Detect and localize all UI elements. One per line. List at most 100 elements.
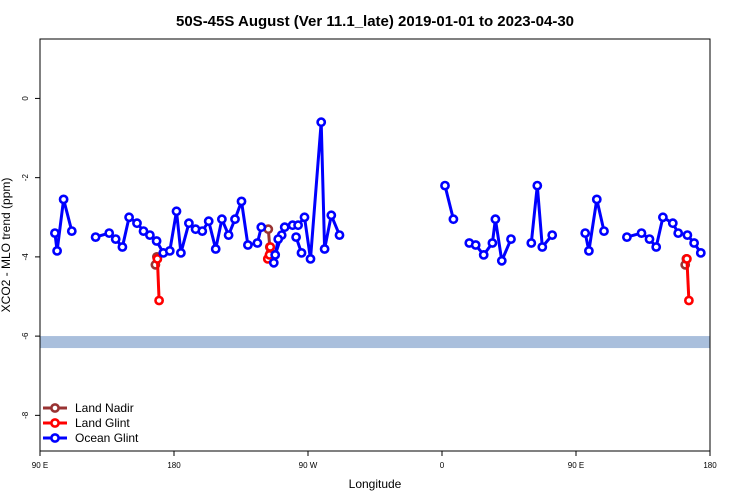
ocean-glint-point xyxy=(478,249,489,260)
y-tick-label: 0 xyxy=(21,96,30,101)
plot-frame xyxy=(39,38,711,452)
ocean-glint-point xyxy=(487,238,498,248)
y-tick-label: -4 xyxy=(21,253,30,261)
ocean-glint-line xyxy=(272,120,341,264)
ocean-glint-point xyxy=(293,220,303,231)
y-axis-label: XCO2 - MLO trend (ppm) xyxy=(0,178,13,313)
ocean-glint-point xyxy=(104,228,115,238)
x-tick-label: 90 E xyxy=(568,461,584,470)
ocean-glint-point xyxy=(124,212,135,223)
x-tick-label: 180 xyxy=(167,461,181,470)
x-axis: 90 E 180 90 W 0 90 E 180 xyxy=(32,451,717,470)
land-glint-point xyxy=(684,295,694,306)
y-tick-label: -8 xyxy=(21,411,30,419)
ocean-glint-point xyxy=(203,216,214,227)
ocean-glint-line xyxy=(529,184,554,249)
ocean-glint-point xyxy=(334,230,345,240)
ocean-glint-point xyxy=(242,240,253,250)
chart-title: 50S-45S August (Ver 11.1_late) 2019-01-0… xyxy=(176,13,574,30)
ocean-glint-point xyxy=(470,240,481,250)
ocean-glint-point xyxy=(644,234,655,244)
ocean-glint-point xyxy=(448,214,459,225)
ocean-glint-point xyxy=(58,194,69,205)
ocean-glint-line xyxy=(443,185,455,220)
ocean-glint-point xyxy=(305,253,316,264)
x-axis-label: Longitude xyxy=(349,477,402,491)
ocean-glint-point xyxy=(496,255,507,266)
ocean-glint-point xyxy=(526,238,537,248)
ocean-glint-point xyxy=(440,180,450,191)
ocean-glint-point xyxy=(599,226,609,236)
ocean-glint-point xyxy=(151,236,162,246)
ocean-glint-point xyxy=(319,244,330,254)
ocean-glint-point xyxy=(658,212,668,223)
ocean-glint-point xyxy=(299,212,310,223)
legend-marker xyxy=(50,433,60,443)
ocean-glint-point xyxy=(580,228,591,238)
ocean-glint-point xyxy=(90,232,101,242)
ocean-glint-point xyxy=(291,232,301,242)
land-band xyxy=(40,336,710,349)
ocean-glint-point xyxy=(270,249,281,260)
ocean-glint-point xyxy=(66,226,77,236)
ocean-glint-point xyxy=(547,230,558,240)
ocean-glint-point xyxy=(164,245,175,256)
series-land-glint xyxy=(152,242,694,306)
ocean-glint-line xyxy=(583,197,606,253)
ocean-glint-point xyxy=(216,214,227,225)
ocean-glint-point xyxy=(171,206,182,217)
x-tick-label: 90 W xyxy=(299,461,318,470)
y-tick-label: -2 xyxy=(21,174,30,182)
series-layer xyxy=(50,117,706,306)
legend-item-ocean-glint: Ocean Glint xyxy=(43,431,139,445)
ocean-glint-point xyxy=(326,210,337,221)
series-land-nadir xyxy=(150,224,692,270)
ocean-glint-point xyxy=(532,180,543,191)
ocean-glint-point xyxy=(296,247,307,258)
land-glint-point xyxy=(265,242,276,252)
y-axis: 0 -2 -4 -6 -8 xyxy=(21,96,40,419)
ocean-glint-point xyxy=(175,247,186,258)
ocean-glint-point xyxy=(667,218,678,229)
ocean-glint-point xyxy=(490,214,501,225)
ocean-glint-point xyxy=(316,117,327,128)
land-glint-point xyxy=(152,253,163,264)
ocean-glint-point xyxy=(279,222,290,233)
ocean-glint-point xyxy=(268,257,279,268)
ocean-glint-point xyxy=(210,244,221,254)
x-tick-label: 180 xyxy=(703,461,717,470)
ocean-glint-point xyxy=(132,218,142,229)
legend-label: Ocean Glint xyxy=(75,431,139,445)
ocean-glint-point xyxy=(256,222,267,233)
ocean-glint-point xyxy=(273,234,284,244)
ocean-glint-point xyxy=(673,228,684,238)
ocean-glint-point xyxy=(682,230,693,240)
land-glint-point xyxy=(154,295,164,306)
land-glint-line xyxy=(685,258,691,301)
ocean-glint-point xyxy=(110,234,121,244)
ocean-glint-point xyxy=(223,230,234,240)
land-glint-point xyxy=(682,253,692,264)
ocean-glint-point xyxy=(689,238,699,248)
ocean-glint-point xyxy=(537,242,548,252)
ocean-glint-point xyxy=(197,226,208,236)
legend-marker xyxy=(50,418,60,428)
ocean-glint-point xyxy=(622,232,632,242)
ocean-glint-point xyxy=(230,214,240,225)
legend-item-land-nadir: Land Nadir xyxy=(43,401,134,415)
ocean-glint-point xyxy=(636,228,647,238)
x-tick-label: 90 E xyxy=(32,461,48,470)
ocean-glint-point xyxy=(50,228,60,238)
y-tick-label: -6 xyxy=(21,332,30,340)
ocean-glint-line xyxy=(53,197,74,253)
land-glint-line xyxy=(155,258,161,301)
ocean-glint-point xyxy=(52,245,62,256)
legend-label: Land Nadir xyxy=(75,401,134,415)
ocean-glint-point xyxy=(236,196,247,207)
ocean-glint-point xyxy=(252,238,263,248)
legend-label: Land Glint xyxy=(75,416,130,430)
legend-item-land-glint: Land Glint xyxy=(43,416,130,430)
ocean-glint-point xyxy=(183,218,194,229)
